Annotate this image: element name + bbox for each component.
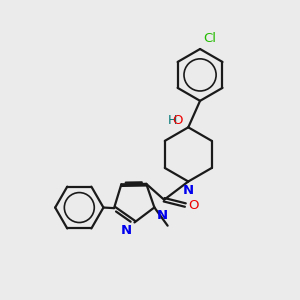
Text: N: N <box>120 224 131 238</box>
Text: Cl: Cl <box>203 32 216 45</box>
Text: O: O <box>172 114 183 127</box>
Text: H: H <box>168 114 177 127</box>
Text: N: N <box>156 209 168 223</box>
Text: N: N <box>183 184 194 196</box>
Text: O: O <box>188 199 199 212</box>
